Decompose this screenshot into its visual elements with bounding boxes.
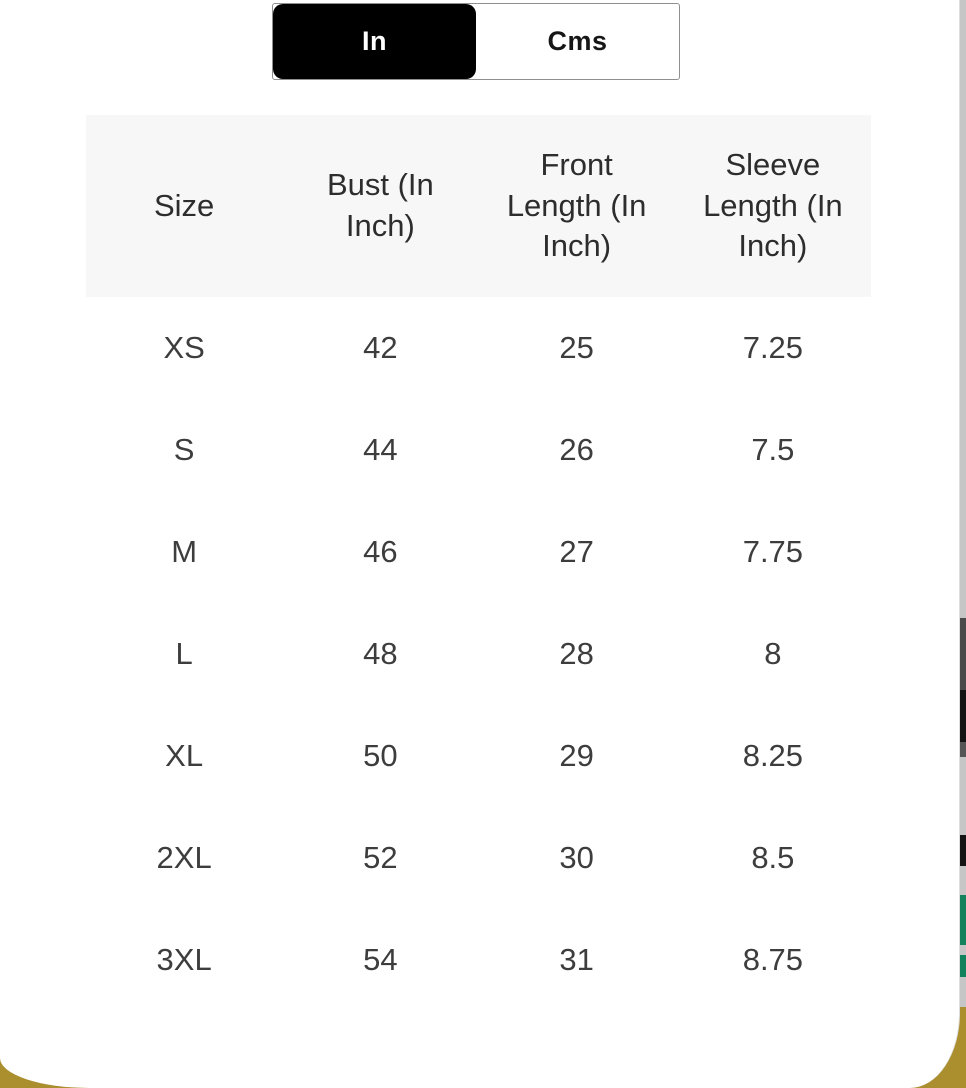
bust-cell: 50	[363, 738, 398, 773]
edge-peek-segment-green	[960, 895, 966, 945]
edge-peek-segment-black	[960, 835, 966, 866]
size-cell: L	[175, 636, 193, 671]
bust-cell: 42	[363, 330, 398, 365]
front-length-cell: 31	[559, 942, 594, 977]
column-header-bust: Bust (In Inch)	[326, 167, 434, 243]
size-chart-table: Size Bust (In Inch) Front Length (In Inc…	[86, 115, 871, 1011]
sleeve-length-cell: 7.25	[742, 330, 804, 365]
unit-toggle: In Cms	[272, 3, 680, 80]
table-row: S 44 26 7.5	[86, 399, 871, 501]
sleeve-length-cell: 7.75	[742, 534, 804, 569]
sleeve-length-cell: 8.75	[742, 942, 804, 977]
size-cell: M	[171, 534, 198, 569]
size-cell: S	[173, 432, 195, 467]
table-row: M 46 27 7.75	[86, 501, 871, 603]
bust-cell: 44	[363, 432, 398, 467]
edge-peek-segment-black	[960, 690, 966, 742]
front-length-cell: 28	[559, 636, 594, 671]
size-cell: XS	[163, 330, 205, 365]
column-header-size: Size	[153, 187, 215, 223]
front-length-cell: 29	[559, 738, 594, 773]
sleeve-length-cell: 8.25	[742, 738, 804, 773]
front-length-cell: 27	[559, 534, 594, 569]
bust-cell: 54	[363, 942, 398, 977]
bust-cell: 48	[363, 636, 398, 671]
table-row: 2XL 52 30 8.5	[86, 807, 871, 909]
table-row: L 48 28 8	[86, 603, 871, 705]
bust-cell: 52	[363, 840, 398, 875]
size-cell: 2XL	[156, 840, 212, 875]
column-header-front-length: Front Length (In Inch)	[506, 146, 647, 264]
edge-peek-segment-dark	[960, 742, 966, 757]
edge-peek-segment-green	[960, 955, 966, 977]
unit-toggle-in-button[interactable]: In	[273, 4, 476, 79]
edge-peek-segment-dark	[960, 618, 966, 690]
front-length-cell: 26	[559, 432, 594, 467]
bust-cell: 46	[363, 534, 398, 569]
size-cell: 3XL	[156, 942, 212, 977]
edge-peek-strip	[960, 0, 966, 1007]
front-length-cell: 25	[559, 330, 594, 365]
sleeve-length-cell: 8.5	[751, 840, 795, 875]
unit-toggle-cms-button[interactable]: Cms	[547, 26, 608, 56]
sleeve-length-cell: 8	[764, 636, 782, 671]
table-header-row: Size Bust (In Inch) Front Length (In Inc…	[86, 115, 871, 297]
table-row: XS 42 25 7.25	[86, 297, 871, 399]
column-header-sleeve-length: Sleeve Length (In Inch)	[703, 146, 843, 264]
table-row: 3XL 54 31 8.75	[86, 909, 871, 1011]
size-cell: XL	[165, 738, 204, 773]
table-row: XL 50 29 8.25	[86, 705, 871, 807]
sleeve-length-cell: 7.5	[751, 432, 795, 467]
front-length-cell: 30	[559, 840, 594, 875]
